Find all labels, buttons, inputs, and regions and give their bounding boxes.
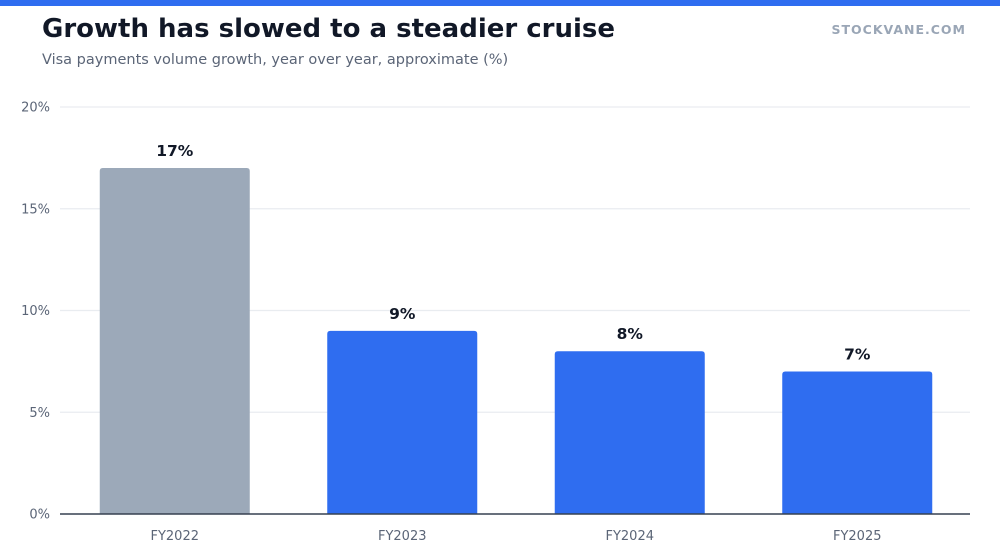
bar (782, 371, 933, 514)
chart-subtitle: Visa payments volume growth, year over y… (42, 52, 509, 68)
y-tick-label: 20% (21, 101, 50, 116)
data-label: 7% (844, 346, 871, 364)
y-tick-label: 0% (29, 508, 50, 523)
chart-title: Growth has slowed to a steadier cruise (42, 14, 616, 44)
y-tick-label: 15% (21, 202, 50, 217)
y-tick-label: 10% (21, 304, 50, 319)
bar (327, 330, 478, 514)
bar (99, 168, 250, 515)
x-tick-label: FY2023 (378, 529, 427, 544)
data-label: 17% (156, 142, 194, 160)
x-tick-label: FY2025 (833, 529, 882, 544)
y-tick-label: 5% (29, 406, 50, 421)
brand-logo-text: STOCKVANE.COM (831, 22, 966, 37)
data-label: 8% (617, 325, 644, 343)
data-label: 9% (389, 305, 416, 323)
bar (554, 351, 705, 514)
top-accent-bar (0, 0, 1000, 6)
x-tick-label: FY2024 (605, 529, 654, 544)
x-tick-label: FY2022 (150, 529, 199, 544)
